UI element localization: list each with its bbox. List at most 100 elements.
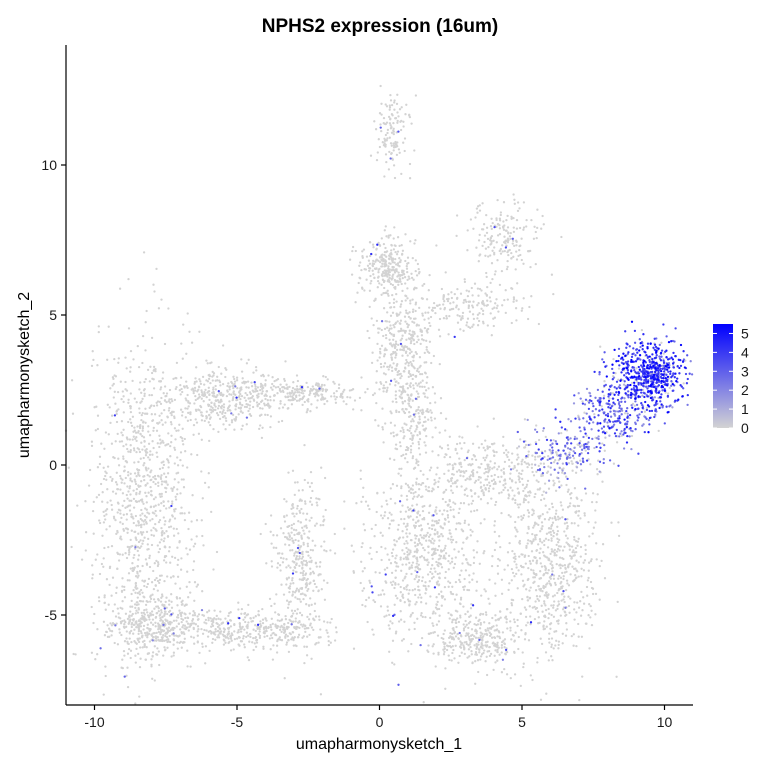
cell-point [413,367,416,370]
cell-point [369,274,372,278]
cell-point [306,542,309,545]
cell-point [298,499,301,502]
cell-point [299,592,303,596]
cell-point [304,502,307,505]
cell-point [174,387,177,391]
cell-point [131,567,134,570]
cell-point [417,338,420,341]
cell-point [230,393,233,396]
cell-point [391,583,394,587]
cell-point [305,583,309,586]
cell-point [131,379,134,383]
cell-point [406,325,409,329]
cell-point [396,236,400,239]
cell-point [428,273,431,277]
cell-point [430,490,434,493]
cell-point [419,364,422,368]
cell-point [444,552,448,555]
cell-point [415,515,419,519]
cell-point [130,513,133,516]
cell-point [308,582,311,585]
cell-point [153,645,156,648]
cell-point [158,541,162,544]
cell-point [103,546,106,550]
cell-point [392,352,395,355]
cell-point [298,564,301,568]
cell-point [233,428,236,431]
cell-point [327,639,330,643]
cell-point [393,326,396,329]
cell-point [250,385,254,388]
cell-point [289,566,292,569]
cell-point [463,488,467,492]
cell-point [428,526,431,530]
cell-point [290,609,294,612]
cell-point [158,574,162,577]
cell-point [510,321,513,325]
cell-point [490,479,494,483]
cell-point [128,621,131,624]
cell-point [193,542,197,545]
cell-point [405,588,408,591]
cell-point [110,503,113,507]
cell-point [394,561,397,564]
cell-point [74,653,77,656]
cell-point [258,402,261,406]
cell-point [151,453,154,456]
cell-point [287,471,290,474]
cell-point [293,626,296,629]
cell-point [395,300,398,303]
cell-point [471,325,474,328]
cell-point [370,361,374,365]
cell-point [200,519,203,522]
cell-point [159,509,162,512]
cell-point [502,228,506,231]
cell-point [381,589,384,592]
cell-point [130,623,133,626]
cell-point [526,250,530,253]
cell-point [259,407,262,410]
cell-point [143,475,146,478]
cell-point [298,394,301,397]
cell-point [100,442,103,445]
cell-point [399,376,402,380]
cell-point [156,474,160,478]
cell-point [449,505,452,509]
cell-point [173,634,176,637]
cell-point [362,486,365,489]
cell-point [175,429,178,432]
cell-point [476,205,480,208]
cell-point [497,557,500,561]
cell-point [395,400,398,404]
cell-point [440,604,443,607]
cell-point [296,608,299,611]
cell-point [217,617,220,620]
cell-point [442,549,445,552]
cell-point [169,525,173,528]
cell-point [292,638,295,642]
cell-point [147,456,150,459]
cell-point [127,401,130,404]
cell-point [203,390,206,394]
cell-point [511,239,515,242]
cell-point [259,622,262,626]
cell-point [200,397,203,400]
cell-point [153,631,156,635]
cell-point [138,450,142,454]
cell-point [384,319,387,323]
cell-point [277,420,280,424]
cell-point [237,413,240,416]
cell-point [214,628,217,631]
cell-point [506,298,509,301]
cell-point [390,513,393,516]
cell-point [417,568,421,571]
cell-point [418,437,422,441]
cell-point [417,370,420,373]
cell-point [139,498,143,502]
cell-point [380,256,384,259]
cell-point [387,368,390,371]
cell-point [395,409,398,412]
cell-point [445,317,448,320]
cell-point [383,327,387,331]
cell-point [108,406,111,409]
